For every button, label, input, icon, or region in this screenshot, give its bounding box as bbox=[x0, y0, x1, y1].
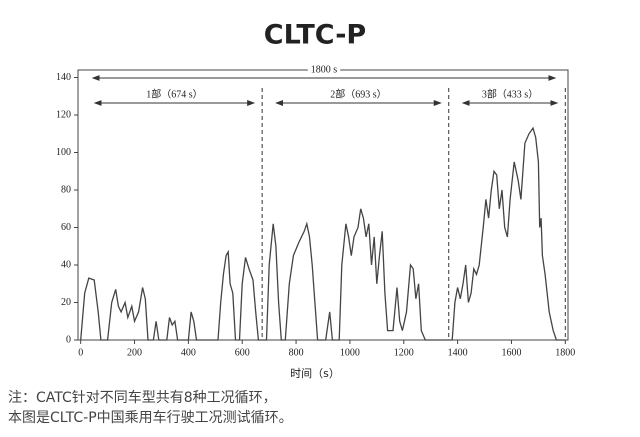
x-tick-label: 600 bbox=[235, 347, 250, 358]
y-tick-label: 100 bbox=[56, 147, 71, 158]
chart-title: CLTC-P bbox=[264, 20, 366, 51]
span-label: 1部（674 s） bbox=[146, 87, 202, 100]
x-axis-label: 时间（s） bbox=[290, 367, 340, 380]
x-tick-label: 0 bbox=[78, 347, 83, 358]
y-tick-label: 80 bbox=[61, 184, 71, 195]
x-tick-label: 1000 bbox=[340, 347, 360, 358]
label-bg bbox=[307, 63, 341, 77]
y-tick-label: 60 bbox=[61, 222, 71, 233]
y-tick-label: 40 bbox=[61, 259, 71, 270]
label-bg bbox=[327, 88, 390, 102]
note: 本图是CLTC-P中国乘用车行驶工况测试循环。 bbox=[8, 409, 293, 426]
x-tick-label: 200 bbox=[127, 347, 142, 358]
label-bg bbox=[143, 88, 206, 102]
x-tick-label: 1400 bbox=[448, 347, 468, 358]
x-tick-label: 1800 bbox=[555, 347, 575, 358]
x-tick-label: 1200 bbox=[394, 347, 414, 358]
speed-line bbox=[80, 126, 566, 341]
x-tick-label: 800 bbox=[289, 347, 304, 358]
y-tick-label: 20 bbox=[61, 297, 71, 308]
x-tick-label: 1600 bbox=[501, 347, 521, 358]
note: 注：CATC针对不同车型共有8种工况循环， bbox=[8, 389, 277, 406]
label-bg bbox=[478, 88, 542, 102]
span-label: 2部（693 s） bbox=[330, 87, 386, 100]
x-tick-label: 400 bbox=[181, 347, 196, 358]
span-label: 1800 s bbox=[311, 64, 338, 75]
y-tick-label: 140 bbox=[56, 72, 71, 83]
span-label: 3部（433 s） bbox=[482, 87, 538, 100]
y-tick-label: 120 bbox=[56, 109, 71, 120]
y-tick-label: 0 bbox=[66, 334, 71, 345]
